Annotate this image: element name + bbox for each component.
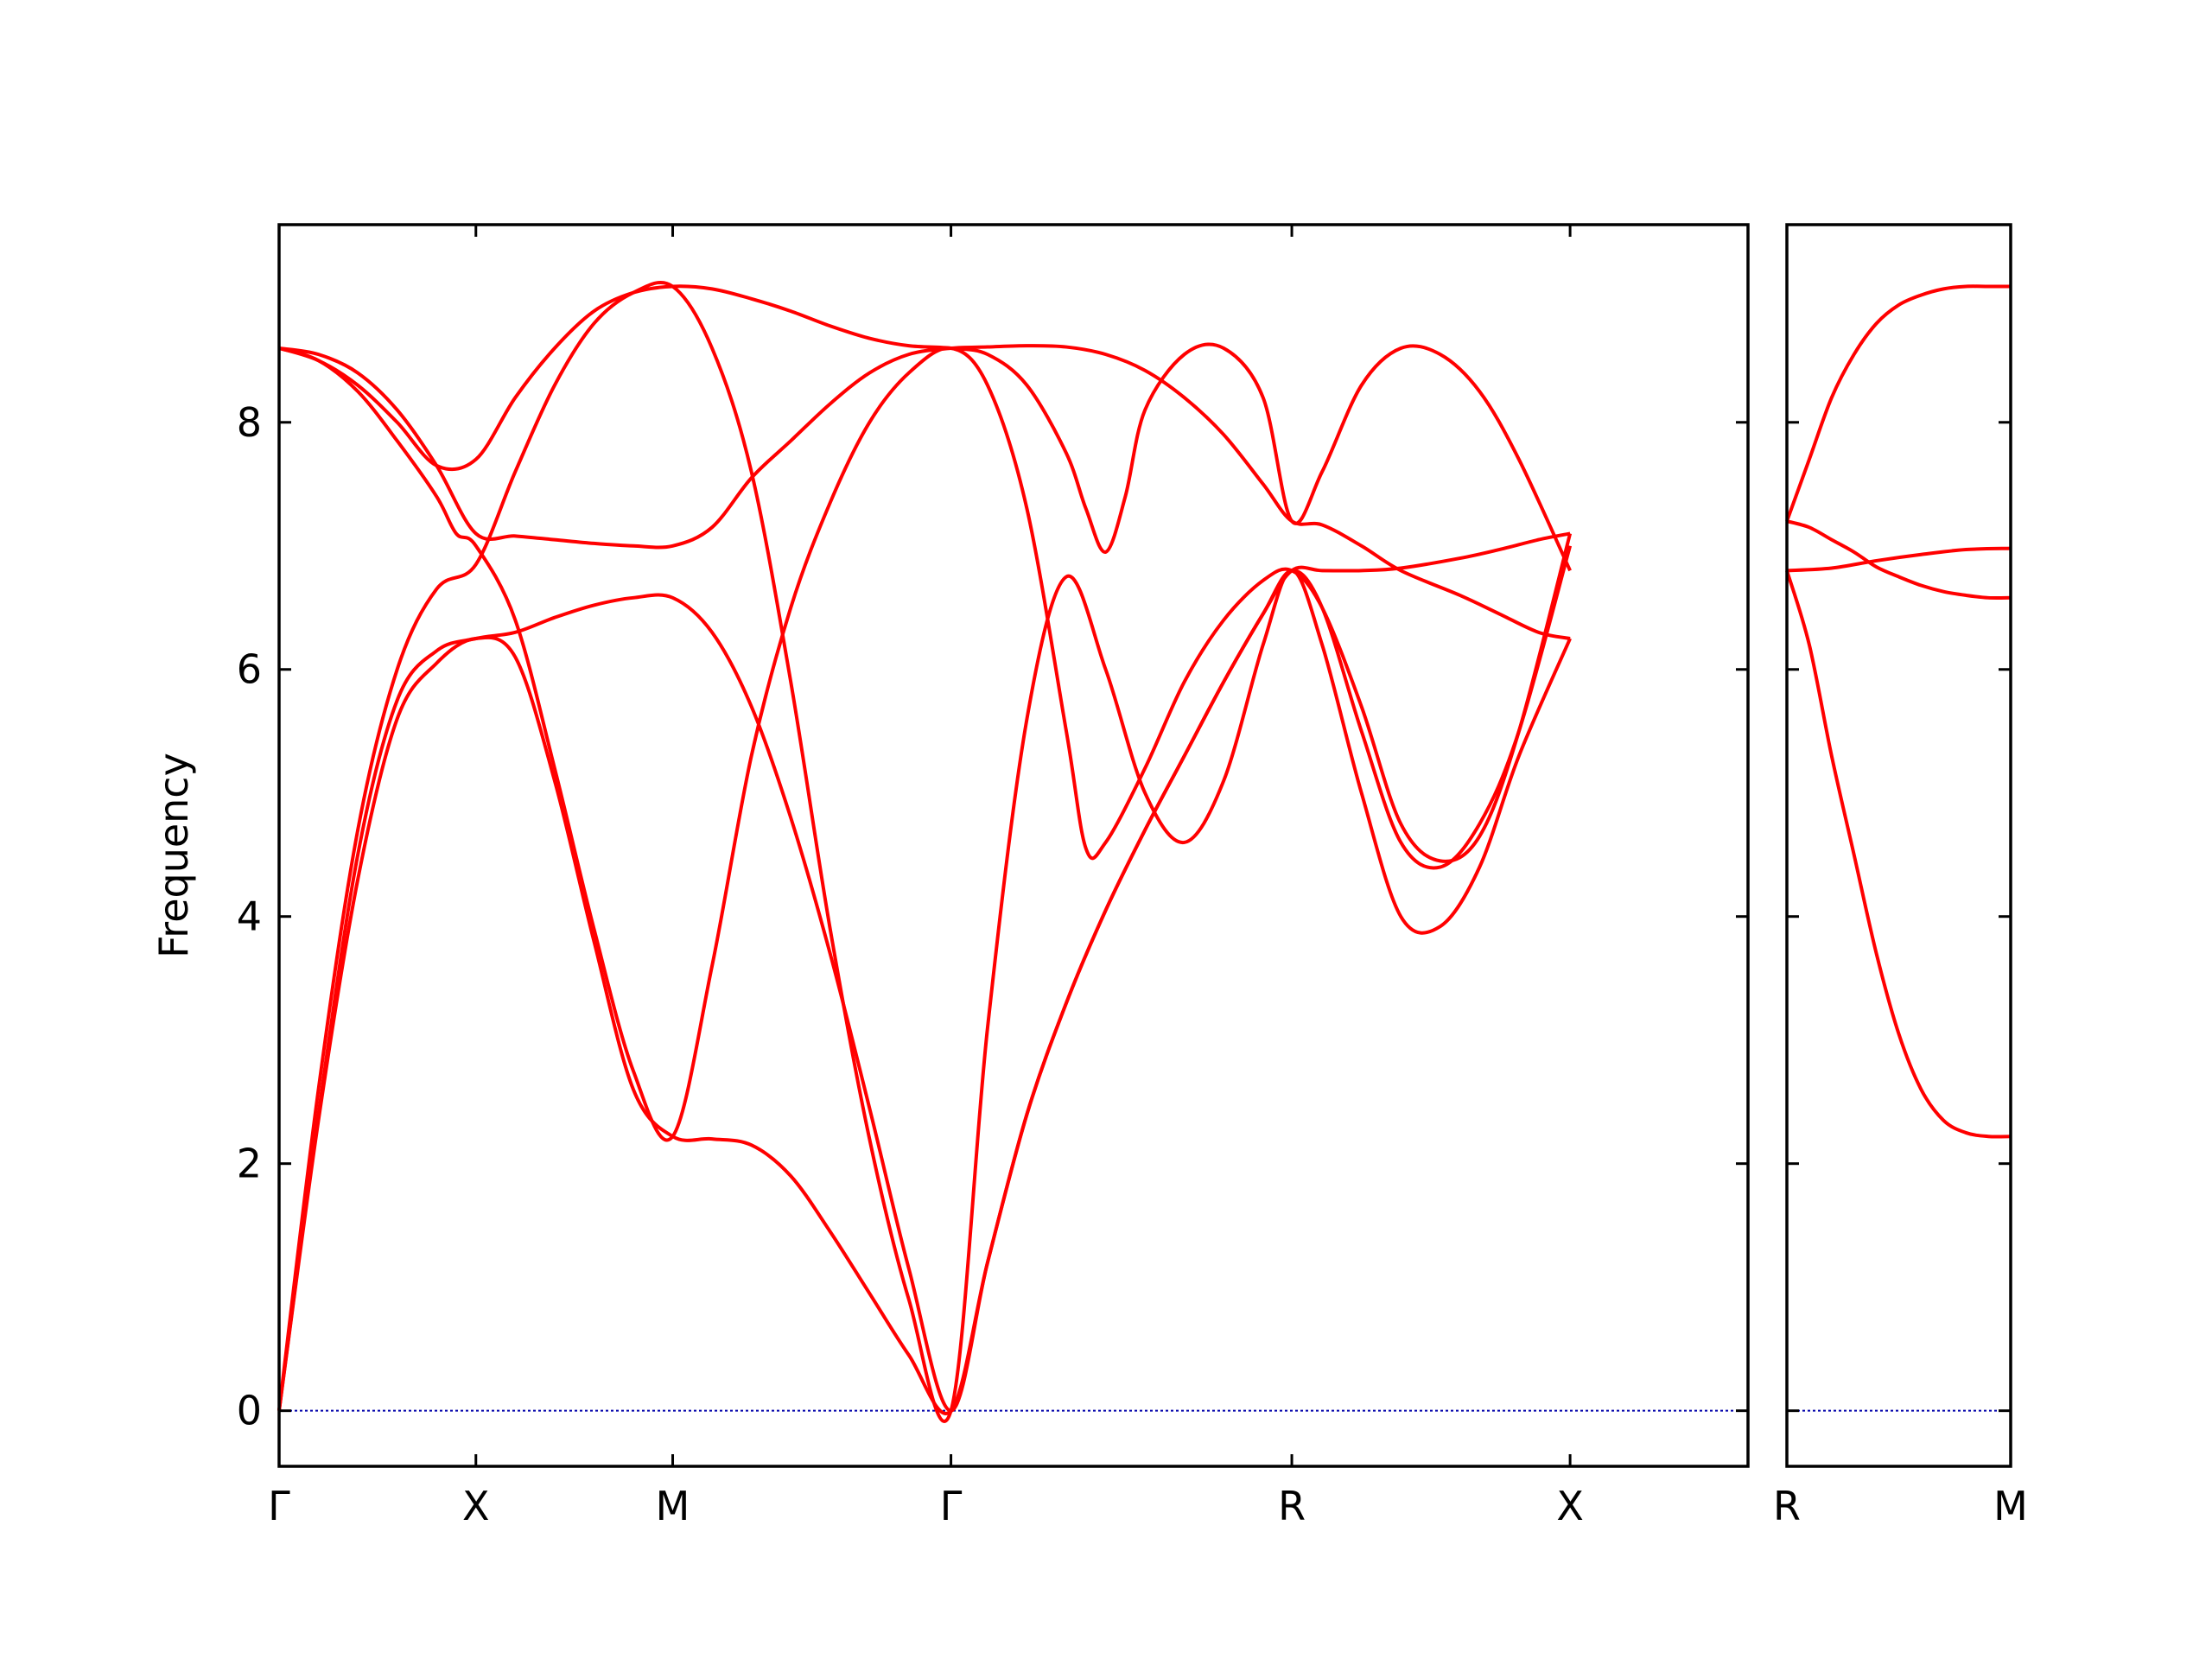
band-line-3: [1786, 546, 2012, 573]
x-tick-label: R: [1773, 1483, 1801, 1529]
x-tick-label: X: [462, 1483, 490, 1529]
band-line-2: [1785, 284, 2011, 522]
band-line-1: [278, 344, 1571, 640]
band-line-5: [277, 531, 1571, 1415]
x-tick-label: R: [1278, 1483, 1306, 1529]
y-tick-label: 2: [237, 1141, 262, 1187]
band-line-2: [278, 284, 1572, 572]
y-tick-label: 4: [237, 893, 262, 940]
x-tick-label: M: [656, 1483, 690, 1529]
plot-frame: [277, 223, 1750, 1468]
x-tick-label: Γ: [268, 1483, 290, 1529]
band-line-4: [277, 281, 1572, 1423]
band-line-6: [277, 545, 1573, 1413]
x-tick-label: M: [1993, 1483, 2028, 1529]
band-line-1: [1786, 519, 2012, 601]
main-panel: 0 2 4 6 8 Γ X M Γ R X: [237, 223, 1750, 1529]
y-tick-label: 0: [237, 1388, 262, 1434]
x-tick-label: Γ: [940, 1483, 963, 1529]
y-tick-label: 6: [237, 646, 262, 693]
band-line-4: [1785, 569, 2012, 1139]
band-line-3: [278, 346, 1573, 1142]
x-tick-label: X: [1556, 1483, 1584, 1529]
y-tick-label: 8: [237, 399, 262, 446]
plot-frame: [1785, 223, 2012, 1468]
y-axis-label: Frequency: [150, 753, 197, 958]
